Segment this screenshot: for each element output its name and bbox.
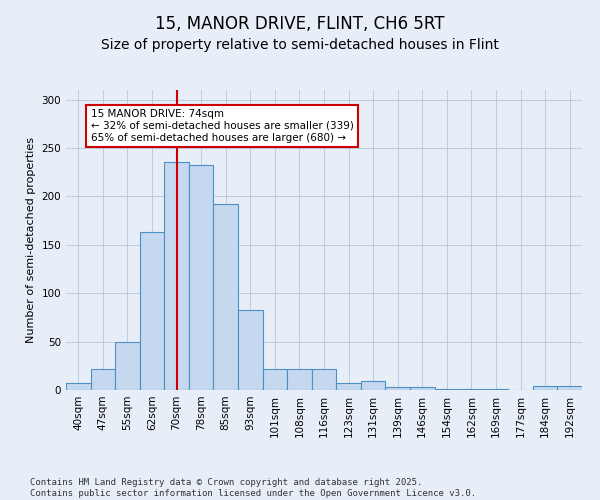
Bar (115, 342, 140, 390)
Text: Size of property relative to semi-detached houses in Flint: Size of property relative to semi-detach… (101, 38, 499, 52)
Bar (336, 383, 361, 390)
Bar (557, 386, 582, 390)
Bar (434, 389, 459, 390)
Bar (287, 368, 312, 390)
Bar (189, 166, 214, 390)
Bar (140, 232, 164, 390)
Bar (410, 387, 434, 390)
Bar (238, 310, 263, 390)
Text: Contains HM Land Registry data © Crown copyright and database right 2025.
Contai: Contains HM Land Registry data © Crown c… (30, 478, 476, 498)
Bar (312, 368, 336, 390)
Text: 15, MANOR DRIVE, FLINT, CH6 5RT: 15, MANOR DRIVE, FLINT, CH6 5RT (155, 15, 445, 33)
Text: 15 MANOR DRIVE: 74sqm
← 32% of semi-detached houses are smaller (339)
65% of sem: 15 MANOR DRIVE: 74sqm ← 32% of semi-deta… (91, 110, 353, 142)
Bar (164, 162, 189, 390)
Bar (459, 389, 484, 390)
Bar (66, 383, 91, 390)
Y-axis label: Number of semi-detached properties: Number of semi-detached properties (26, 137, 36, 343)
Bar (385, 387, 410, 390)
Bar (361, 382, 385, 390)
Bar (484, 389, 508, 390)
Bar (263, 368, 287, 390)
Bar (214, 204, 238, 390)
Bar (91, 368, 115, 390)
Bar (533, 386, 557, 390)
